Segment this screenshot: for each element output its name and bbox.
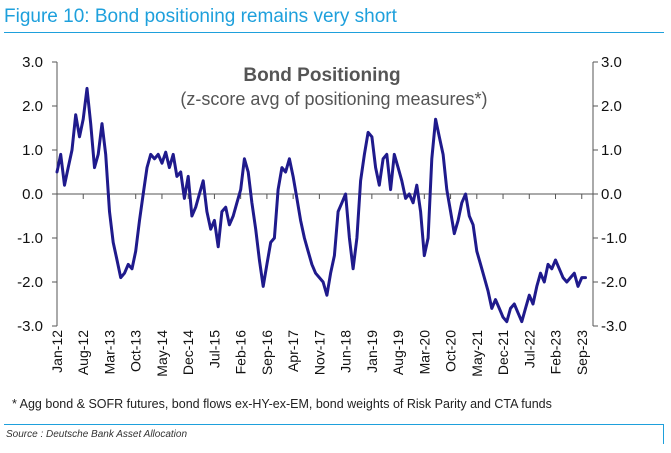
x-tick-label: Jul-15	[206, 330, 222, 368]
bond-positioning-chart: 3.0 2.0 1.0 0.0 -1.0 -2.0 -3.0 3.0 2.0 1.0 0.0 -1.0…	[17, 54, 627, 377]
x-tick-label: Jul-22	[521, 330, 537, 368]
y-tick-label-right: -1.0	[601, 230, 627, 247]
y-tick-label-right: -3.0	[601, 318, 627, 335]
x-tick-label: Mar-13	[101, 330, 117, 375]
source-bar: Source : Deutsche Bank Asset Allocation	[4, 424, 664, 444]
x-tick-label: May-14	[154, 330, 170, 377]
x-tick-label: Nov-17	[311, 330, 327, 375]
x-tick-label: Oct-13	[128, 330, 144, 372]
y-tick-label-left: 1.0	[22, 142, 43, 159]
x-tick-label: Jan-12	[49, 330, 65, 373]
x-tick-label: Apr-17	[285, 330, 301, 372]
x-tick-label: Aug-19	[390, 330, 406, 375]
series-line-0	[55, 86, 587, 324]
x-tick-label: Feb-16	[233, 330, 249, 375]
x-tick-label: Feb-23	[548, 330, 564, 375]
chart-footnote: * Agg bond & SOFR futures, bond flows ex…	[12, 397, 552, 411]
x-tick-label: Dec-14	[180, 330, 196, 375]
source-note: Source : Deutsche Bank Asset Allocation	[6, 429, 188, 440]
x-tick-label: Jun-18	[338, 330, 354, 373]
y-tick-label-right: 3.0	[601, 54, 622, 71]
figure-title-bar: Figure 10: Bond positioning remains very…	[4, 2, 664, 33]
x-tick-label: May-21	[469, 330, 485, 377]
figure-title: Figure 10: Bond positioning remains very…	[4, 6, 397, 27]
y-tick-label-right: 2.0	[601, 98, 622, 115]
x-tick-label: Sep-16	[259, 330, 275, 375]
y-tick-label-right: 1.0	[601, 142, 622, 159]
y-tick-label-left: 0.0	[22, 186, 43, 203]
y-tick-label-left: -2.0	[17, 274, 43, 291]
y-tick-label-left: -3.0	[17, 318, 43, 335]
y-tick-label-left: 3.0	[22, 54, 43, 71]
y-tick-label-right: 0.0	[601, 186, 622, 203]
x-tick-label: Sep-23	[574, 330, 590, 375]
x-tick-label: Jan-19	[364, 330, 380, 373]
x-tick-label: Oct-20	[443, 330, 459, 372]
y-tick-label-left: 2.0	[22, 98, 43, 115]
y-tick-label-right: -2.0	[601, 274, 627, 291]
x-tick-label: Dec-21	[495, 330, 511, 375]
chart-title: Bond Positioning	[243, 65, 400, 86]
x-tick-label: Aug-12	[75, 330, 91, 375]
y-tick-label-left: -1.0	[17, 230, 43, 247]
chart-subtitle: (z-score avg of positioning measures*)	[180, 89, 487, 109]
x-tick-label: Mar-20	[416, 330, 432, 375]
